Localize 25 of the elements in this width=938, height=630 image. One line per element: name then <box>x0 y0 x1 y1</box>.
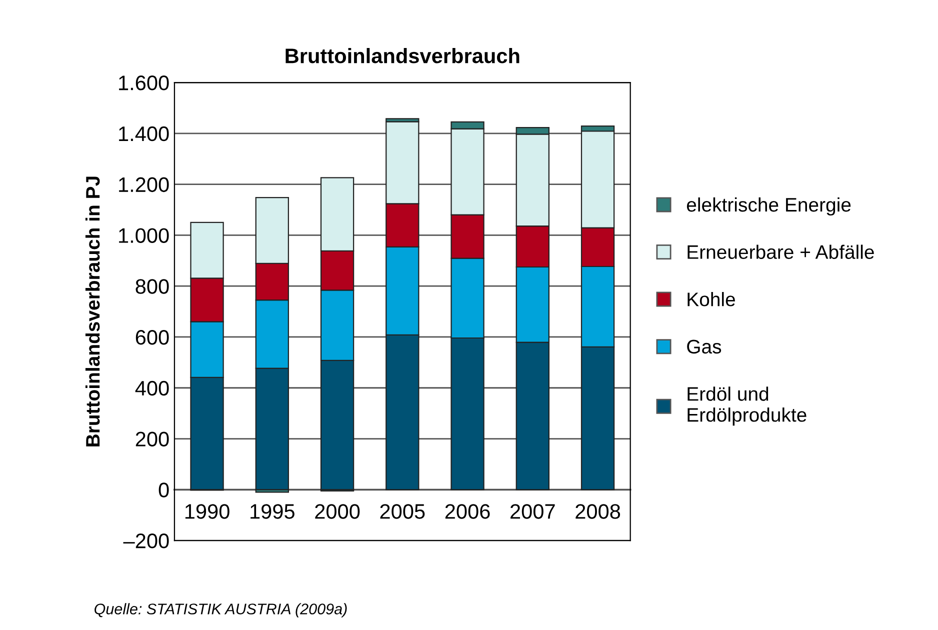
y-tick-label: 600 <box>136 330 169 345</box>
legend-label: Kohle <box>688 292 735 306</box>
y-tick-label: 1.200 <box>119 177 169 192</box>
x-tick-label: 2005 <box>380 504 425 519</box>
x-tick-label: 1990 <box>185 504 230 519</box>
y-tick-label: 1.000 <box>119 228 169 243</box>
legend-label: elektrische Energie <box>686 197 851 216</box>
x-tick-label: 2006 <box>445 504 490 519</box>
y-tick-label: 0 <box>158 482 169 498</box>
x-tick-label: 2007 <box>510 504 555 519</box>
y-tick-label: 1.400 <box>119 126 169 142</box>
source-note: Quelle: STATISTIK AUSTRIA (2009a) <box>94 603 347 618</box>
legend-label: Gas <box>687 340 722 354</box>
x-tick-label: 2008 <box>576 504 620 519</box>
legend-label: Erneuerbare + Abfälle <box>688 244 874 259</box>
y-tick-label: 400 <box>135 380 169 396</box>
y-tick-label: 800 <box>136 279 169 294</box>
legend-label: Erdöl und Erdölprodukte <box>688 386 806 426</box>
y-tick-label: –200 <box>123 534 169 548</box>
y-tick-label: 200 <box>136 432 169 447</box>
x-tick-label: 2000 <box>315 504 360 519</box>
chart-title: Bruttoinlandsverbrauch <box>286 48 520 64</box>
x-tick-label: 1995 <box>250 504 294 519</box>
y-axis-title: Bruttoinlandsverbrauch in PJ <box>85 176 100 446</box>
y-tick-label: 1.600 <box>119 76 169 90</box>
